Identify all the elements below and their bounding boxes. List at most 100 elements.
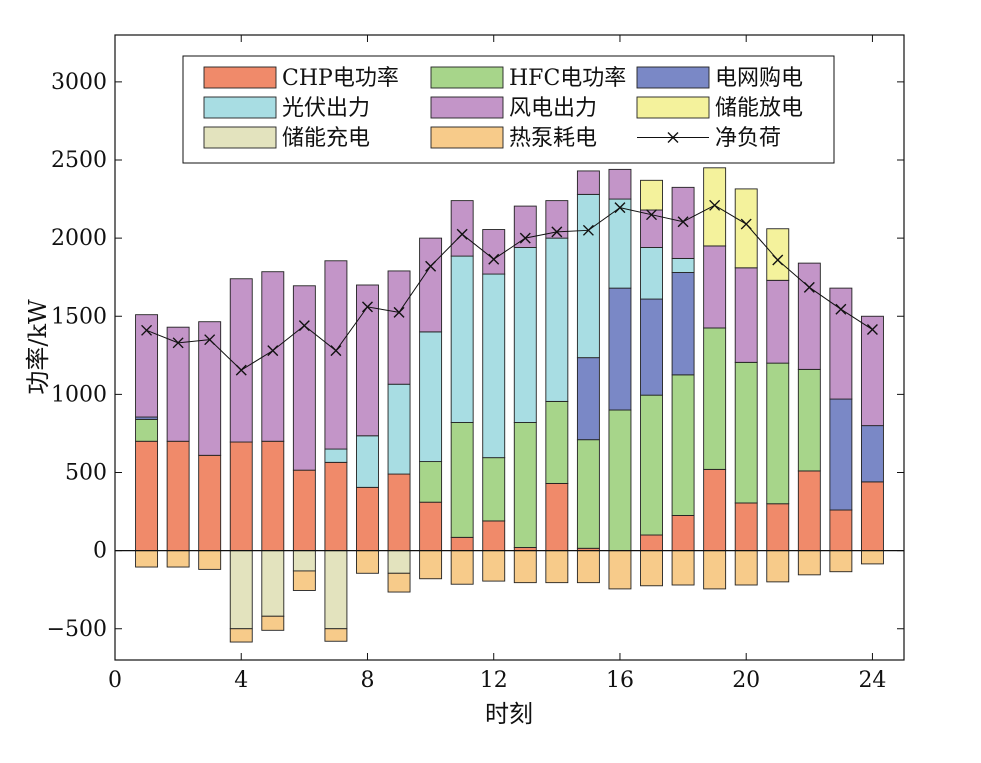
bar-hfc-t11 [450,422,474,538]
net-load-marker-t8 [361,301,373,313]
y-tick-label: 3000 [51,70,107,95]
bar-grid-t24 [860,425,884,483]
net-load-marker-t13 [519,232,531,244]
x-tick-label: 8 [360,668,374,693]
bar-hfc-t1 [135,418,159,442]
bar-hp-t15 [576,550,600,584]
bar-ess_chg-t4 [229,550,253,630]
bar-ess_dis-t17 [640,179,663,211]
bar-grid-t16 [608,287,632,411]
bar-chp-t14 [545,482,569,552]
bar-hp-t9 [387,572,411,593]
y-axis-ticks: −500 0 500 1000 1500 2000 2500 3000 [47,70,904,642]
y-tick-label: 1000 [51,382,107,407]
bar-chp-t1 [135,440,159,552]
x-axis-ticks: 0 4 8 12 16 20 24 [108,35,886,693]
net-load-marker-t5 [267,345,279,357]
legend-swatch-hp [430,126,504,149]
bar-chp-t11 [450,536,474,552]
net-load-marker-t16 [614,202,626,214]
net-load-marker-t17 [646,209,658,221]
bar-chp-t4 [229,441,253,552]
bar-hp-t18 [671,550,695,586]
bar-wind-t7 [324,260,348,450]
bar-grid-t17 [640,298,663,396]
legend-marker-net-load [667,132,679,143]
bar-hp-t5 [261,615,285,631]
net-load-marker-t24 [866,324,878,336]
bar-hp-t21 [766,550,790,583]
bar-pv-t15 [576,193,600,359]
legend-label-grid: 电网购电 [715,66,803,91]
bar-chp-t23 [829,509,853,552]
bar-grid-t15 [576,357,600,441]
bar-pv-t18 [671,257,695,273]
bar-wind-t13 [513,205,537,248]
x-tick-label: 4 [234,668,248,693]
legend-swatch-pv [203,96,277,119]
legend-swatch-wind [430,96,504,119]
legend-swatch-ess_chg [203,126,277,149]
bar-hfc-t21 [766,362,790,505]
legend-label-pv: 光伏出力 [282,96,370,121]
bar-pv-t17 [640,247,663,300]
bar-ess_chg-t9 [387,550,411,574]
net-load-marker-t15 [582,224,594,236]
bar-wind-t24 [860,315,884,427]
bar-wind-t19 [703,245,727,329]
bar-hfc-t14 [545,400,569,484]
y-tick-label: 2000 [51,226,107,251]
bar-hp-t2 [166,550,190,568]
bar-chp-t6 [292,469,316,552]
bar-wind-t3 [198,321,222,456]
bar-wind-t23 [829,287,853,400]
bar-chp-t17 [640,534,663,552]
bar-hfc-t17 [640,394,663,536]
bar-pv-t9 [387,383,411,475]
bar-hfc-t20 [734,361,758,504]
legend-box [182,55,835,164]
y-tick-label: 500 [65,461,107,486]
bar-ess_dis-t21 [766,228,790,281]
net-load-marker-t18 [677,216,689,228]
bar-wind-t4 [229,278,253,443]
bar-hp-t23 [829,550,853,573]
legend-swatch-chp [203,66,277,89]
bar-hp-t4 [229,628,253,643]
legend-label-hfc: HFC电功率 [509,66,626,91]
legend-swatch-ess_dis [636,96,710,119]
bar-hfc-t16 [608,409,632,552]
x-tick-label: 16 [606,668,634,693]
bar-hp-t20 [734,550,758,586]
x-tick-label: 0 [108,668,122,693]
net-load-line [146,204,873,371]
bar-pv-t11 [450,255,474,423]
bar-hp-t8 [356,550,379,574]
bar-chp-t22 [797,470,821,552]
bar-ess_dis-t19 [703,167,727,247]
net-load-marker-t11 [456,228,468,240]
bar-layer [135,167,884,643]
bar-chp-t10 [419,501,443,552]
bar-wind-t14 [545,200,569,239]
bar-pv-t8 [356,435,379,488]
bar-hfc-t13 [513,422,537,548]
bar-wind-t11 [450,200,474,257]
bar-chp-t24 [860,481,884,552]
legend-swatch-grid [636,66,710,89]
bar-hp-t16 [608,550,632,590]
bar-wind-t9 [387,270,411,385]
bar-wind-t22 [797,262,821,370]
legend-label-chp: CHP电功率 [282,66,399,91]
bar-pv-t7 [324,448,348,463]
bar-wind-t8 [356,284,379,437]
bar-wind-t2 [166,326,190,442]
net-load-marker-t4 [235,364,247,376]
net-load-marker-t7 [330,345,342,357]
bar-pv-t14 [545,237,569,402]
net-load-layer [141,199,878,376]
legend-label-wind: 风电出力 [509,96,597,121]
net-load-marker-t3 [204,334,216,346]
bar-wind-t1 [135,314,159,418]
